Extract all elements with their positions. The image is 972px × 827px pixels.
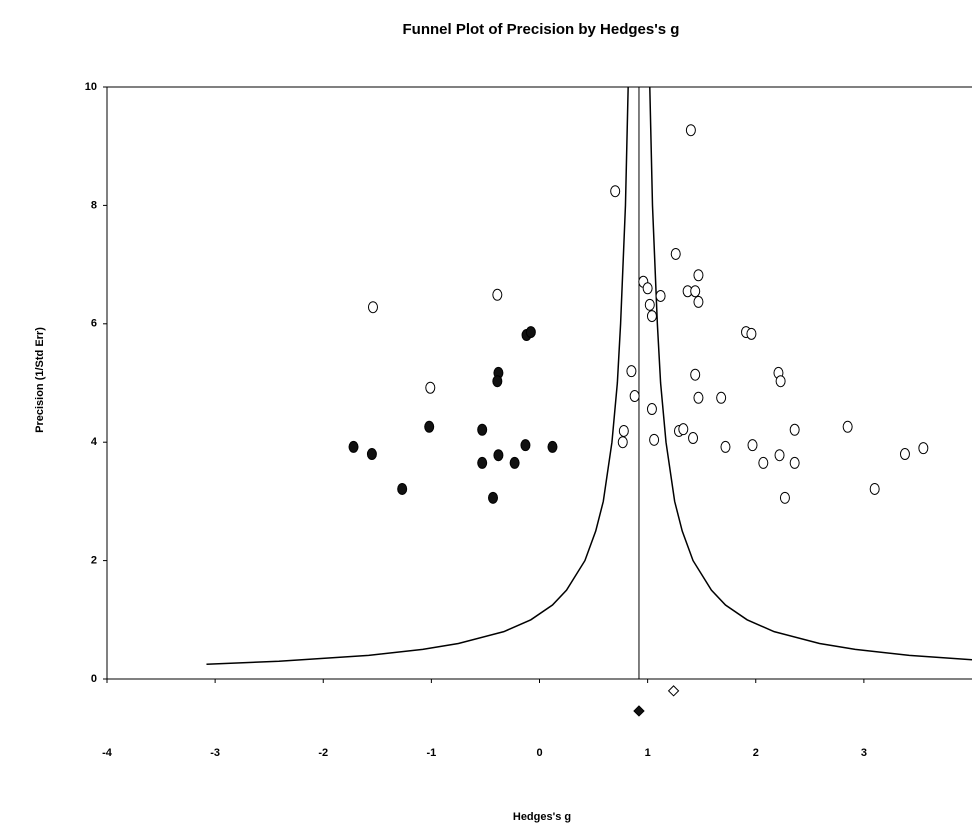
x-tick-label: 3 (861, 747, 867, 759)
study-point (670, 247, 681, 260)
study-point (688, 432, 699, 445)
study-point (716, 391, 727, 404)
y-tick-label: 6 (91, 318, 97, 330)
y-axis-label: Precision (1/Std Err) (34, 327, 46, 433)
study-point (747, 439, 758, 452)
study-point (618, 424, 629, 437)
y-tick-label: 0 (91, 673, 97, 685)
study-point (690, 285, 701, 298)
study-point (477, 423, 488, 436)
study-point (397, 482, 408, 495)
study-point (492, 375, 503, 388)
study-point (775, 375, 786, 388)
study-point (655, 289, 666, 302)
x-tick-label: -4 (102, 747, 113, 759)
study-point (617, 436, 628, 449)
x-tick-label: 0 (536, 747, 542, 759)
study-point (425, 381, 436, 394)
study-point (492, 288, 503, 301)
study-point (649, 433, 660, 446)
study-point (547, 440, 558, 453)
y-tick-label: 4 (91, 436, 98, 448)
y-tick-label: 10 (85, 81, 97, 93)
study-point (690, 368, 701, 381)
study-point (899, 448, 910, 461)
study-point (685, 124, 696, 137)
study-point (779, 491, 790, 504)
study-point (758, 456, 769, 469)
funnel-line (206, 86, 629, 665)
x-axis-label: Hedges's g (513, 811, 571, 823)
study-point (520, 439, 531, 452)
study-point (493, 449, 504, 462)
study-point (918, 442, 929, 455)
summary-diamond (633, 705, 645, 717)
summary-diamond (667, 685, 680, 697)
study-point (366, 448, 377, 461)
study-point (626, 365, 637, 378)
study-point (869, 482, 880, 495)
study-point (789, 423, 800, 436)
x-tick-label: -3 (210, 747, 220, 759)
x-tick-label: 2 (753, 747, 759, 759)
study-point (610, 185, 621, 198)
study-point (477, 456, 488, 469)
study-point (509, 456, 520, 469)
study-point (646, 403, 657, 416)
study-point (629, 390, 640, 403)
study-point (644, 298, 655, 311)
study-point (488, 491, 499, 504)
study-point (424, 420, 435, 433)
study-point (525, 326, 536, 339)
study-point (693, 391, 704, 404)
study-point (720, 440, 731, 453)
study-point (646, 310, 657, 323)
study-point (842, 420, 853, 433)
y-tick-label: 2 (91, 555, 97, 567)
study-point (789, 456, 800, 469)
study-point (693, 269, 704, 282)
study-point (678, 423, 689, 436)
study-point (348, 440, 359, 453)
study-point (642, 282, 653, 295)
x-tick-label: -2 (318, 747, 328, 759)
funnel-line (649, 86, 972, 661)
x-tick-label: 1 (645, 747, 651, 759)
study-point (367, 301, 378, 314)
study-point (746, 327, 757, 340)
chart-title: Funnel Plot of Precision by Hedges's g (403, 21, 680, 38)
study-point (774, 449, 785, 462)
study-point (693, 295, 704, 308)
x-tick-label: -1 (426, 747, 436, 759)
y-tick-label: 8 (91, 199, 97, 211)
